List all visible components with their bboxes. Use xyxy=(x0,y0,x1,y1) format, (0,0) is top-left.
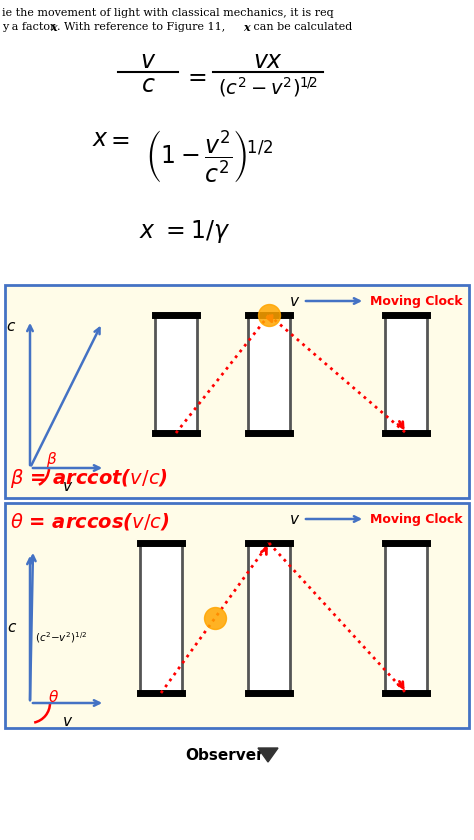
Text: $\beta$: $\beta$ xyxy=(46,450,57,469)
Text: $v$: $v$ xyxy=(62,715,73,729)
Text: can be calculated: can be calculated xyxy=(250,22,352,32)
Bar xyxy=(5,503,469,728)
Bar xyxy=(385,315,427,433)
Text: $v$: $v$ xyxy=(62,480,73,494)
Text: $=$: $=$ xyxy=(183,65,207,88)
Bar xyxy=(248,315,290,433)
Bar xyxy=(248,543,290,693)
Text: $\mathit{vx}$: $\mathit{vx}$ xyxy=(253,50,283,73)
Text: $\mathit{v}$: $\mathit{v}$ xyxy=(140,50,156,73)
Text: $\left(1 - \dfrac{v^2}{c^2}\right)^{\!1/2}$: $\left(1 - \dfrac{v^2}{c^2}\right)^{\!1/… xyxy=(145,128,273,185)
Text: $\beta$ = arccot($v/c$): $\beta$ = arccot($v/c$) xyxy=(10,467,168,490)
Text: ie the movement of light with classical mechanics, it is req: ie the movement of light with classical … xyxy=(2,8,334,18)
Text: Observer: Observer xyxy=(185,748,264,763)
Text: $v$: $v$ xyxy=(289,295,300,309)
Text: $\mathit{x}\ {=}1/\gamma$: $\mathit{x}\ {=}1/\gamma$ xyxy=(139,218,231,245)
Text: $\mathit{(c^2 - v^2)^{1\!/\!2}}$: $\mathit{(c^2 - v^2)^{1\!/\!2}}$ xyxy=(218,75,318,99)
Text: $v$: $v$ xyxy=(289,513,300,527)
Text: x: x xyxy=(50,22,56,33)
Text: Moving Clock: Moving Clock xyxy=(370,513,463,526)
Text: $c$: $c$ xyxy=(7,621,17,635)
Point xyxy=(211,612,219,625)
Point xyxy=(265,308,273,322)
Bar xyxy=(155,315,197,433)
Text: Moving Clock: Moving Clock xyxy=(370,295,463,308)
Bar xyxy=(5,285,469,498)
Text: y a factor: y a factor xyxy=(2,22,59,32)
Bar xyxy=(385,543,427,693)
Text: $\mathit{c}$: $\mathit{c}$ xyxy=(141,74,155,97)
Text: $c$: $c$ xyxy=(6,320,16,334)
Text: $\theta$: $\theta$ xyxy=(48,689,59,705)
Text: $\theta$ = arccos($v/c$): $\theta$ = arccos($v/c$) xyxy=(10,511,170,532)
Bar xyxy=(140,543,182,693)
Polygon shape xyxy=(258,748,278,762)
Text: $=$: $=$ xyxy=(106,128,130,151)
Text: $\mathit{x}$: $\mathit{x}$ xyxy=(91,128,109,151)
Text: x: x xyxy=(243,22,250,33)
Text: $(c^2{-}v^2)^{1/2}$: $(c^2{-}v^2)^{1/2}$ xyxy=(35,631,87,645)
Text: . With reference to Figure 11,: . With reference to Figure 11, xyxy=(57,22,229,32)
